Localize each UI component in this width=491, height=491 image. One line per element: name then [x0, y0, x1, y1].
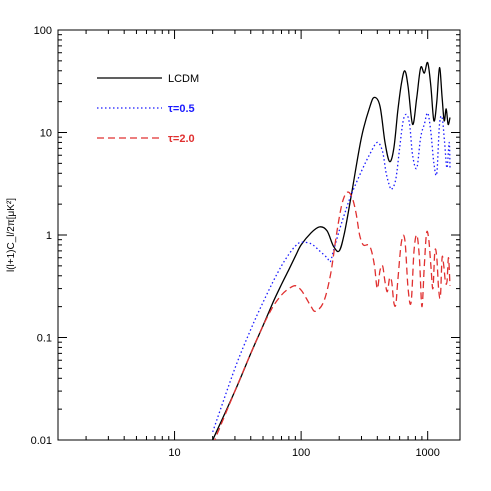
- series-line-2: [212, 112, 451, 433]
- axis-ticks: [58, 29, 460, 441]
- x-tick-label: 1000: [415, 447, 439, 459]
- y-tick-label: 100: [34, 25, 52, 37]
- series-layer: [212, 61, 451, 440]
- series-line-3: [213, 191, 451, 440]
- y-tick-label: 10: [40, 128, 52, 140]
- x-tick-label: 100: [292, 447, 310, 459]
- legend-label-3: τ=2.0: [168, 133, 195, 145]
- y-axis-label: l(l+1)C_l/2π[μK²]: [6, 198, 17, 272]
- series-line-1: [212, 61, 451, 440]
- y-tick-label: 0.1: [37, 333, 52, 345]
- legend-label-1: LCDM: [168, 73, 199, 85]
- legend-label-2: τ=0.5: [168, 103, 195, 115]
- x-tick-label: 10: [168, 447, 180, 459]
- legend: LCDM τ=0.5 τ=2.0: [97, 73, 199, 145]
- axis-tick-labels: 10 100 1000 0.01 0.1 1 10 100: [31, 25, 440, 459]
- y-tick-label: 0.01: [31, 435, 52, 447]
- y-tick-label: 1: [46, 230, 52, 242]
